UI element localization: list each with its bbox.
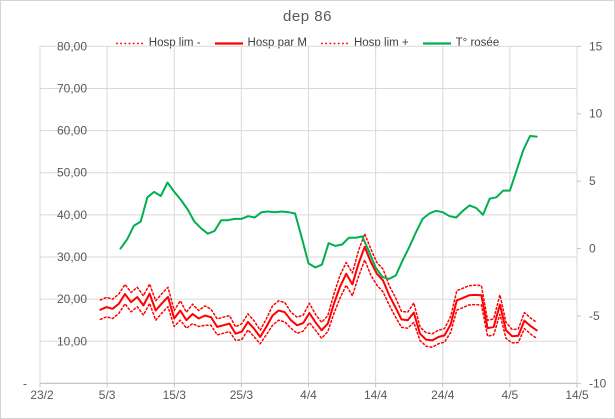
legend-marker: [422, 41, 451, 45]
y-axis-right-label: 15: [589, 39, 603, 53]
y-axis-left-label: 10,00: [57, 334, 87, 348]
y-axis-left-label: -: [23, 376, 27, 390]
tick-marks: [39, 45, 581, 388]
y-axis-right-label: -10: [589, 376, 607, 390]
series-line-1: [99, 245, 538, 342]
gridlines: [39, 45, 578, 384]
x-axis-label: 15/3: [163, 388, 187, 402]
series-line-3: [119, 135, 538, 280]
series-line-0: [99, 259, 538, 348]
x-axis: 23/2 5/3 15/3 25/3 4/4 14/4 24/4 4/5 14/5: [30, 388, 589, 402]
legend-marker: [115, 42, 144, 44]
x-axis-label: 25/3: [230, 388, 254, 402]
y-axis-left-label: 80,00: [57, 39, 87, 53]
y-axis-right-label: 0: [589, 242, 596, 256]
y-axis-right-label: -5: [589, 309, 600, 323]
legend-marker: [320, 42, 349, 44]
y-axis-left-label: 60,00: [57, 124, 87, 138]
y-axis-right-label: 5: [589, 174, 596, 188]
x-axis-label: 4/5: [502, 388, 519, 402]
y-axis-left-label: 70,00: [57, 81, 87, 95]
x-axis-label: 14/5: [565, 388, 589, 402]
y-axis-left-label: 30,00: [57, 250, 87, 264]
chart-title: dep 86: [283, 8, 332, 25]
legend-marker: [214, 41, 243, 45]
y-axis-left: 80,00 70,00 60,00 50,00 40,00 30,00 20,00 10,00…: [23, 39, 87, 390]
y-axis-right-label: 10: [589, 107, 603, 121]
y-axis-left-label: 20,00: [57, 292, 87, 306]
y-axis-right: 15 10 5 0 -5 -10: [589, 39, 607, 390]
y-axis-left-label: 50,00: [57, 166, 87, 180]
x-axis-label: 14/4: [364, 388, 388, 402]
x-axis-label: 24/4: [431, 388, 455, 402]
series-line-2: [99, 233, 538, 335]
x-axis-label: 23/2: [30, 388, 54, 402]
x-axis-label: 4/4: [300, 388, 317, 402]
x-axis-label: 5/3: [99, 388, 116, 402]
y-axis-left-label: 40,00: [57, 208, 87, 222]
